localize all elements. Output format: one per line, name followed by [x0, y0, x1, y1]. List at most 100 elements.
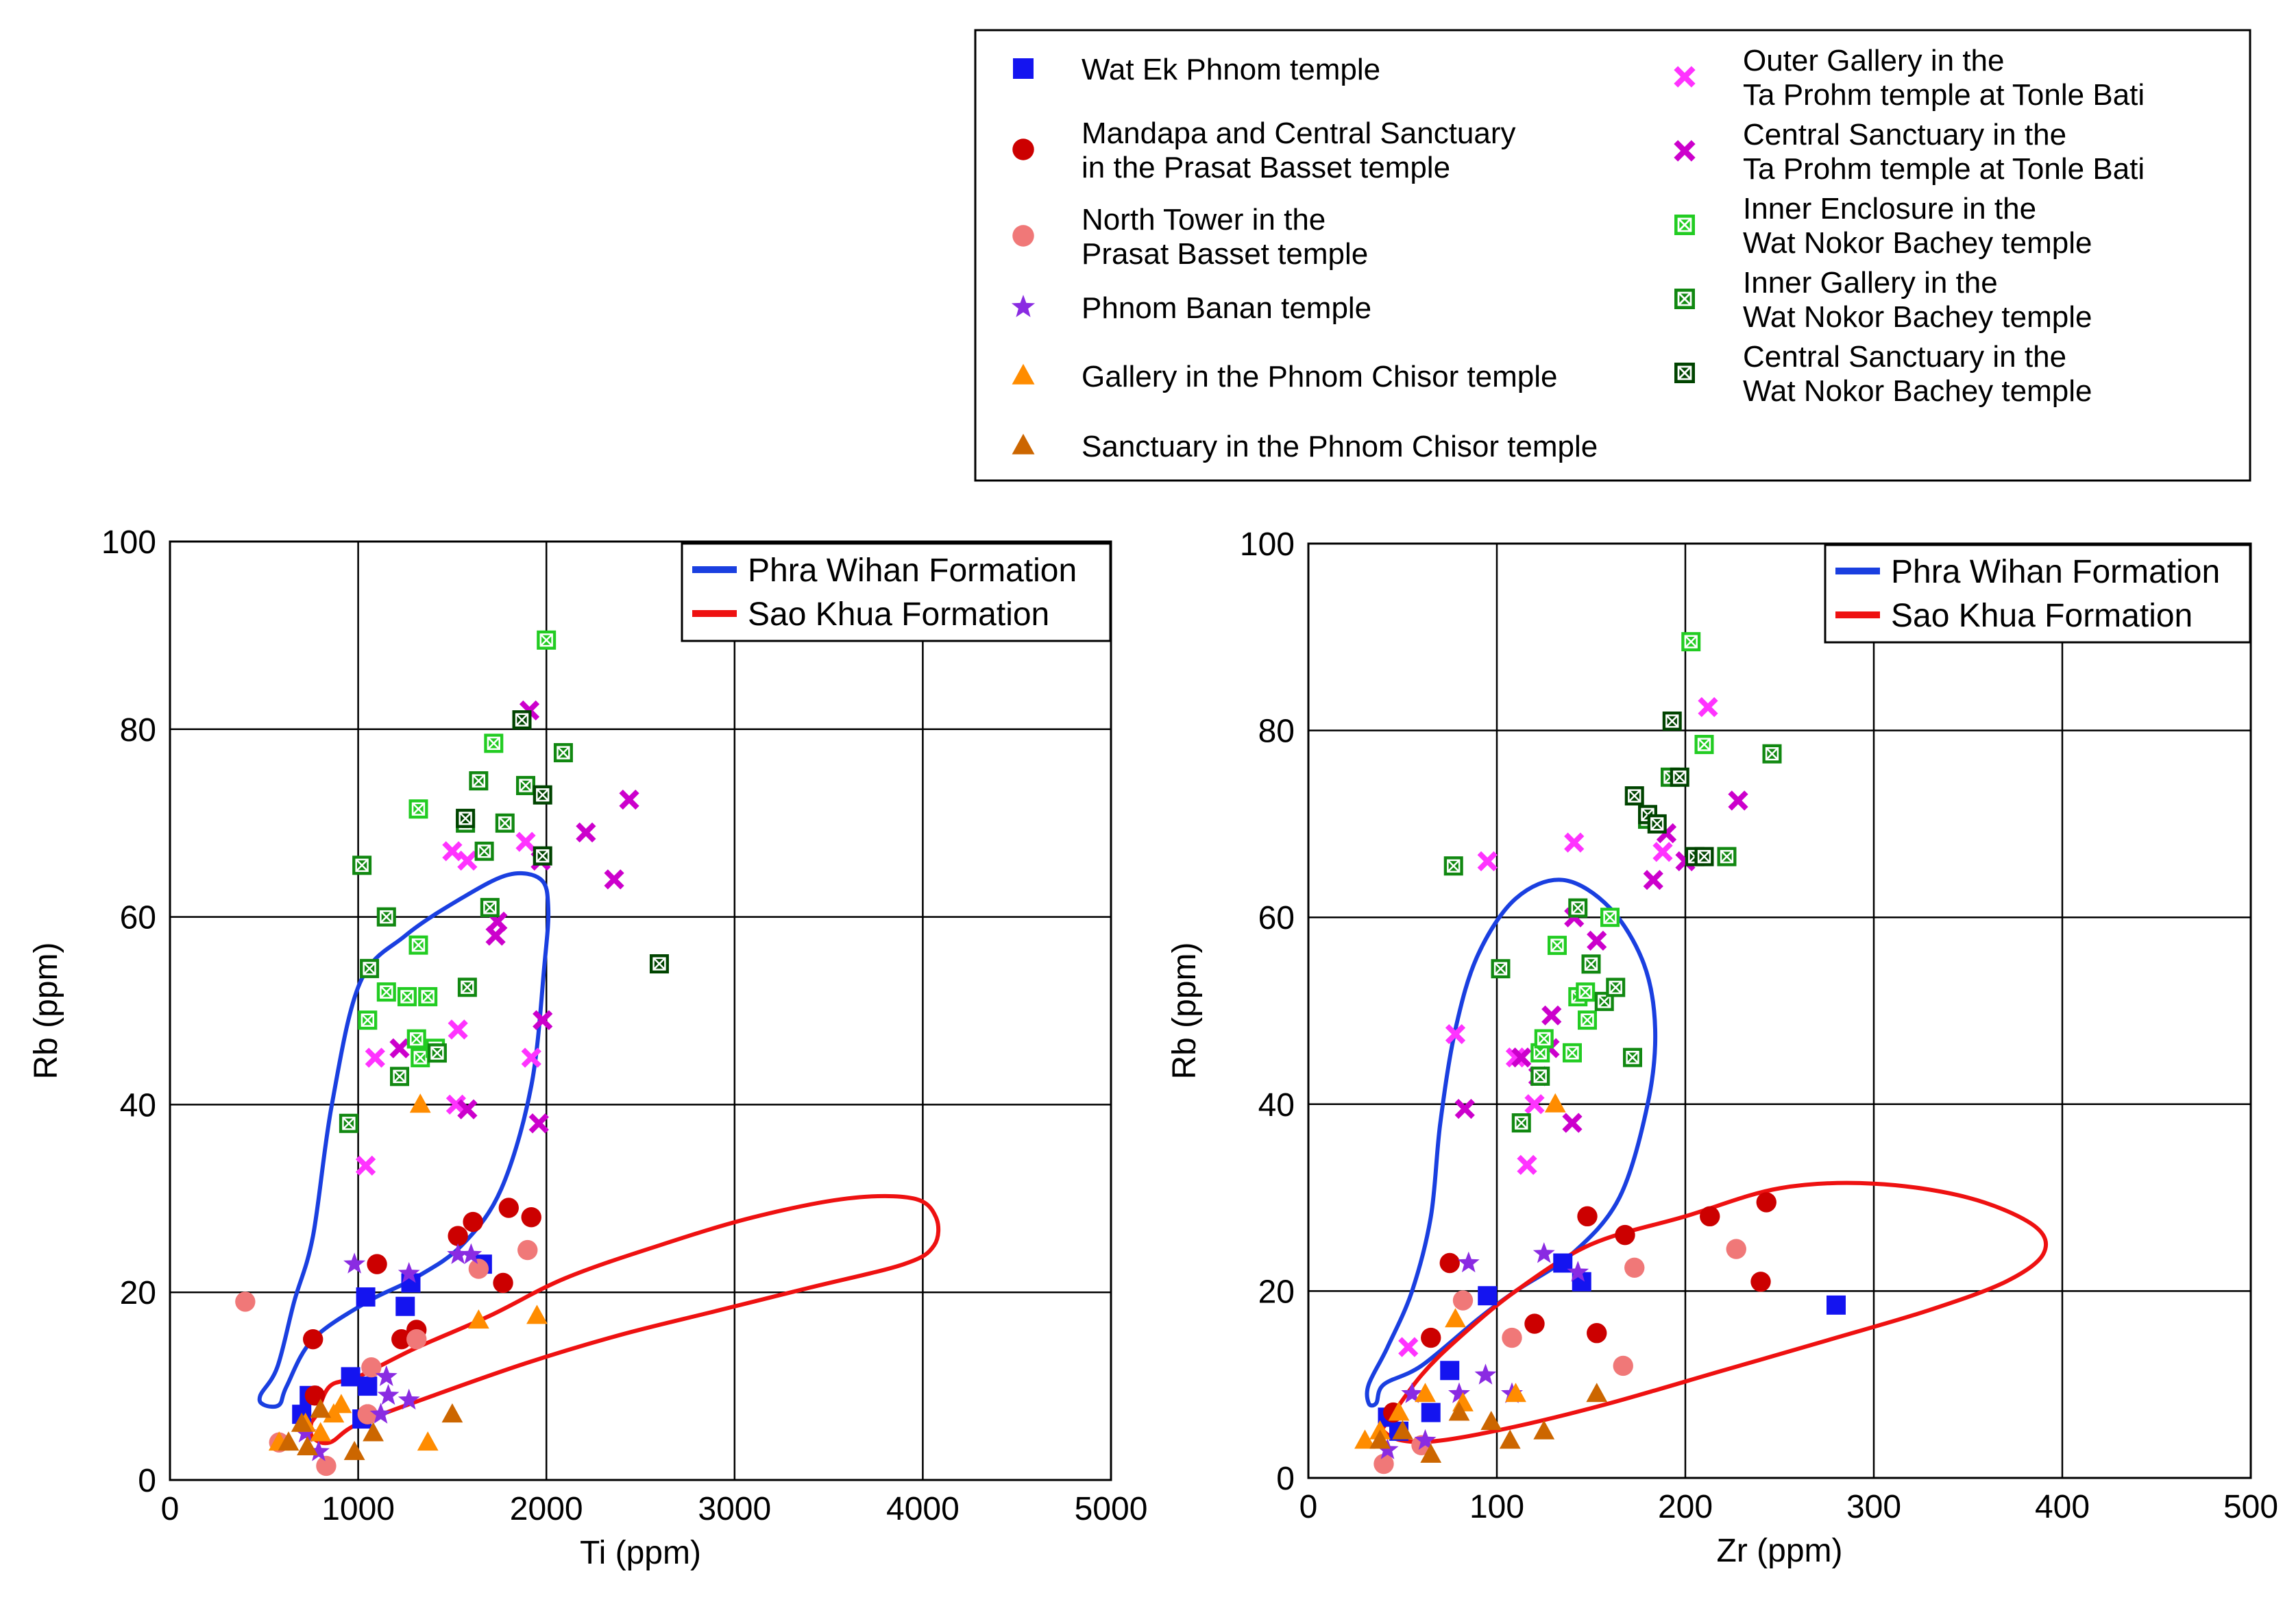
point-phnom-banan-temple-7: [1532, 1242, 1555, 1263]
point-sanctuary-in-the-phnom-chisor-temple-2: [297, 1435, 318, 1455]
point-phnom-banan-temple-9: [460, 1243, 483, 1264]
x-tick-label-0: 0: [161, 1491, 180, 1527]
marker-legend: Wat Ek Phnom temple Mandapa and Central S…: [974, 29, 2251, 482]
x-tick-label-5000: 5000: [1075, 1491, 1148, 1527]
point-central-sanctuary-in-the-ta-prohm-temple-at-tonle-bati-0: [1454, 1098, 1475, 1119]
point-phnom-banan-temple-5: [1474, 1363, 1497, 1385]
point-inner-gallery-in-the-wat-nokor-bachey-temple-5: [1581, 954, 1601, 974]
legend-label-phra-wihan: Phra Wihan Formation: [1891, 554, 2220, 590]
x-tick-label-400: 400: [2035, 1489, 2090, 1525]
legend-label-inner-enclosure-in-the-wat-nokor-bachey-temple-line2: Wat Nokor Bachey temple: [1743, 226, 2092, 260]
point-central-sanctuary-in-the-wat-nokor-bachey-temple-2: [1647, 814, 1667, 834]
point-mandapa-and-central-sanctuary-in-the-prasat-basset-temple-2: [1439, 1252, 1460, 1274]
y-tick-label-100: 100: [101, 524, 156, 561]
point-central-sanctuary-in-the-wat-nokor-bachey-temple-4: [1670, 767, 1689, 787]
tick-labels: 0 1000 2000 3000 4000 5000 0 20 40 60 80 100: [101, 524, 1147, 1527]
point-inner-enclosure-in-the-wat-nokor-bachey-temple-6: [1578, 1010, 1597, 1030]
y-tick-label-100: 100: [1240, 526, 1295, 563]
legend-label-mandapa-and-central-sanctuary-in-the-prasat-basset-temple-line1: Mandapa and Central Sanctuary: [1082, 117, 1516, 150]
point-inner-gallery-in-the-wat-nokor-bachey-temple-7: [1606, 978, 1626, 997]
legend-label-north-tower-in-the-prasat-basset-temple-line1: North Tower in the: [1082, 203, 1326, 236]
y-tick-label-40: 40: [1258, 1087, 1295, 1124]
point-inner-gallery-in-the-wat-nokor-bachey-temple-1: [352, 855, 372, 875]
point-mandapa-and-central-sanctuary-in-the-prasat-basset-temple-8: [493, 1272, 513, 1294]
point-central-sanctuary-in-the-wat-nokor-bachey-temple-6: [1694, 847, 1714, 866]
point-sanctuary-in-the-phnom-chisor-temple-0: [1369, 1429, 1391, 1449]
series-outer-gallery-in-the-ta-prohm-temple-at-tonle-bati: [355, 832, 541, 1176]
point-sanctuary-in-the-phnom-chisor-temple-6: [441, 1403, 463, 1423]
point-inner-gallery-in-the-wat-nokor-bachey-temple-3: [1530, 1066, 1550, 1086]
point-inner-enclosure-in-the-wat-nokor-bachey-temple-2: [1548, 936, 1567, 956]
legend-label-sao-khua: Sao Khua Formation: [748, 596, 1049, 633]
point-sanctuary-in-the-phnom-chisor-temple-0: [278, 1431, 300, 1451]
x-tick-label-200: 200: [1658, 1489, 1713, 1525]
x-axis-label: Zr (ppm): [1717, 1533, 1843, 1569]
point-mandapa-and-central-sanctuary-in-the-prasat-basset-temple-7: [1700, 1206, 1720, 1227]
point-inner-gallery-in-the-wat-nokor-bachey-temple-5: [427, 1043, 447, 1063]
series-sanctuary-in-the-phnom-chisor-temple: [1369, 1383, 1608, 1463]
point-outer-gallery-in-the-ta-prohm-temple-at-tonle-bati-4: [1517, 1154, 1537, 1176]
series-central-sanctuary-in-the-ta-prohm-temple-at-tonle-bati: [389, 700, 639, 1134]
formation-legend-box: [1824, 544, 2251, 644]
point-wat-ek-phnom-temple-4: [1478, 1286, 1498, 1306]
point-outer-gallery-in-the-ta-prohm-temple-at-tonle-bati-0: [355, 1155, 376, 1176]
legend-label-inner-gallery-in-the-wat-nokor-bachey-temple-line2: Wat Nokor Bachey temple: [1743, 300, 2092, 334]
point-inner-gallery-in-the-wat-nokor-bachey-temple-2: [360, 958, 380, 978]
x-tick-label-1000: 1000: [321, 1491, 395, 1527]
point-central-sanctuary-in-the-ta-prohm-temple-at-tonle-bati-10: [619, 789, 639, 810]
series-inner-gallery-in-the-wat-nokor-bachey-temple: [339, 743, 573, 1133]
point-inner-enclosure-in-the-wat-nokor-bachey-temple-5: [1576, 982, 1596, 1002]
field-outline-sao-khua-formation: [1380, 1180, 2049, 1444]
x-tick-label-500: 500: [2223, 1489, 2278, 1525]
formation-legend-box: [681, 542, 1112, 642]
point-north-tower-in-the-prasat-basset-temple-7: [517, 1239, 538, 1261]
y-tick-label-40: 40: [120, 1087, 156, 1124]
point-central-sanctuary-in-the-ta-prohm-temple-at-tonle-bati-9: [604, 869, 624, 890]
legend-label-sao-khua: Sao Khua Formation: [1891, 598, 2193, 634]
point-inner-gallery-in-the-wat-nokor-bachey-temple-7: [457, 978, 477, 997]
point-sanctuary-in-the-phnom-chisor-temple-7: [1586, 1383, 1608, 1403]
point-central-sanctuary-in-the-ta-prohm-temple-at-tonle-bati-4: [1541, 1005, 1562, 1025]
series-phnom-banan-temple: [294, 1243, 483, 1461]
point-gallery-in-the-phnom-chisor-temple-5: [409, 1093, 431, 1113]
y-tick-label-20: 20: [120, 1275, 156, 1311]
series-central-sanctuary-in-the-wat-nokor-bachey-temple: [1624, 711, 1714, 866]
point-central-sanctuary-in-the-ta-prohm-temple-at-tonle-bati-5: [528, 1113, 549, 1134]
point-mandapa-and-central-sanctuary-in-the-prasat-basset-temple-6: [1615, 1224, 1635, 1246]
point-phnom-banan-temple-4: [375, 1365, 398, 1386]
y-tick-label-60: 60: [120, 900, 156, 936]
point-north-tower-in-the-prasat-basset-temple-5: [406, 1328, 427, 1350]
point-mandapa-and-central-sanctuary-in-the-prasat-basset-temple-4: [1577, 1206, 1598, 1227]
point-north-tower-in-the-prasat-basset-temple-6: [468, 1259, 489, 1279]
series-north-tower-in-the-prasat-basset-temple: [1373, 1239, 1746, 1474]
point-gallery-in-the-phnom-chisor-temple-7: [1544, 1093, 1566, 1113]
point-north-tower-in-the-prasat-basset-temple-4: [1613, 1355, 1633, 1376]
point-central-sanctuary-in-the-ta-prohm-temple-at-tonle-bati-5: [1562, 1113, 1583, 1133]
x-tick-label-3000: 3000: [698, 1491, 771, 1527]
point-mandapa-and-central-sanctuary-in-the-prasat-basset-temple-3: [1524, 1313, 1545, 1334]
legend-label-gallery-in-the-phnom-chisor-temple: Gallery in the Phnom Chisor temple: [1082, 360, 1558, 393]
point-inner-enclosure-in-the-wat-nokor-bachey-temple-0: [358, 1010, 378, 1030]
legend-label-wat-ek-phnom-temple: Wat Ek Phnom temple: [1082, 53, 1380, 86]
point-phnom-banan-temple-1: [1401, 1382, 1424, 1403]
point-outer-gallery-in-the-ta-prohm-temple-at-tonle-bati-4: [448, 1019, 468, 1040]
x-tick-label-300: 300: [1846, 1489, 1901, 1525]
point-mandapa-and-central-sanctuary-in-the-prasat-basset-temple-9: [1756, 1192, 1776, 1213]
point-mandapa-and-central-sanctuary-in-the-prasat-basset-temple-1: [1421, 1327, 1441, 1348]
point-inner-gallery-in-the-wat-nokor-bachey-temple-1: [1491, 959, 1511, 979]
point-gallery-in-the-phnom-chisor-temple-4: [1445, 1308, 1466, 1328]
point-inner-enclosure-in-the-wat-nokor-bachey-temple-7: [1600, 908, 1620, 927]
point-north-tower-in-the-prasat-basset-temple-2: [1452, 1290, 1474, 1311]
point-central-sanctuary-in-the-ta-prohm-temple-at-tonle-bati-0: [389, 1038, 410, 1058]
point-inner-gallery-in-the-wat-nokor-bachey-temple-13: [553, 743, 573, 763]
point-central-sanctuary-in-the-wat-nokor-bachey-temple-1: [512, 710, 532, 730]
point-wat-ek-phnom-temple-3: [1440, 1361, 1460, 1381]
plot-frame: [169, 540, 1112, 1481]
point-sanctuary-in-the-phnom-chisor-temple-2: [1420, 1443, 1442, 1463]
y-tick-label-60: 60: [1258, 900, 1295, 936]
point-inner-gallery-in-the-wat-nokor-bachey-temple-0: [339, 1113, 358, 1133]
point-wat-ek-phnom-temple-7: [1827, 1295, 1846, 1315]
series-inner-enclosure-in-the-wat-nokor-bachey-temple: [1530, 632, 1714, 1063]
point-inner-enclosure-in-the-wat-nokor-bachey-temple-1: [376, 982, 396, 1002]
